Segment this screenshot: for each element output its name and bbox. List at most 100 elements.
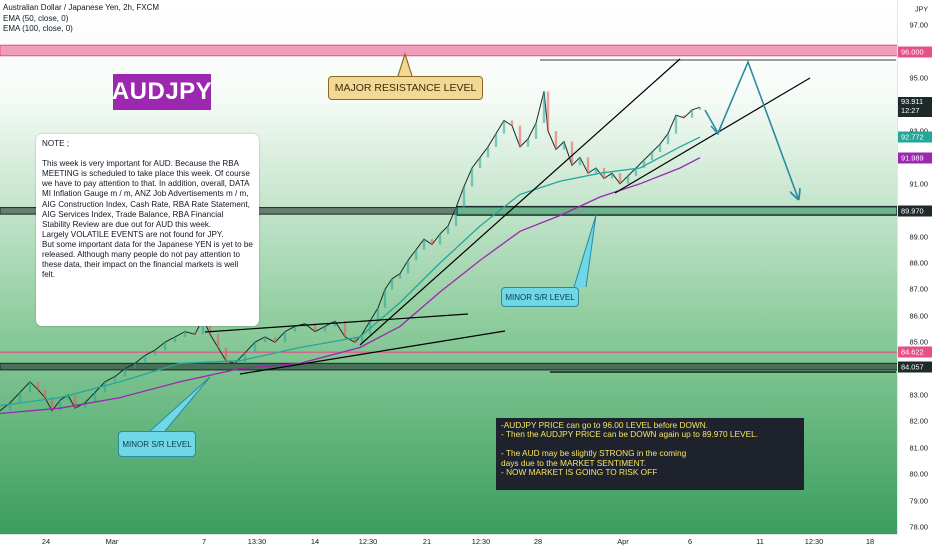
candle-body bbox=[8, 402, 12, 411]
currency-label: JPY bbox=[915, 6, 928, 14]
ema100-legend: EMA (100, close, 0) bbox=[3, 24, 73, 33]
time-tick-label: Mar bbox=[105, 537, 119, 546]
price-badge: 93.911 12:27 bbox=[898, 96, 932, 117]
candle-body bbox=[313, 323, 317, 332]
candle-body bbox=[618, 173, 622, 184]
candle-body bbox=[542, 91, 546, 124]
minor-sr-band bbox=[456, 205, 898, 216]
candle-body bbox=[253, 342, 257, 353]
price-badge-value: 93.911 bbox=[901, 97, 924, 107]
price-tick-label: 82.00 bbox=[909, 416, 929, 426]
candle-body bbox=[398, 273, 402, 279]
candle-body bbox=[478, 157, 482, 168]
candle-body bbox=[183, 331, 187, 337]
candle-body bbox=[446, 226, 450, 234]
time-tick-label: 11 bbox=[756, 537, 764, 546]
time-axis[interactable]: 24 Mar 7 13:30 14 12:30 21 12:30 28 Apr 6 11 12:30 18 bbox=[0, 534, 898, 550]
time-tick-label: 7 bbox=[201, 537, 207, 546]
price-tick-label: 83.00 bbox=[909, 390, 929, 400]
symbol-title: Australian Dollar / Japanese Yen, 2h, FX… bbox=[3, 3, 160, 12]
ema50-line bbox=[0, 136, 701, 407]
candle-body bbox=[201, 318, 205, 335]
candle-body bbox=[263, 336, 267, 343]
price-tick-label: 81.00 bbox=[909, 443, 929, 453]
time-tick-label: Apr bbox=[617, 537, 629, 546]
candle-body bbox=[293, 326, 297, 332]
candle-body bbox=[634, 167, 638, 176]
price-tick-label: 88.00 bbox=[909, 258, 929, 268]
candle-body bbox=[534, 123, 538, 139]
time-tick-label: 24 bbox=[41, 537, 51, 546]
candle-body bbox=[610, 173, 614, 179]
candle-body bbox=[43, 389, 47, 398]
trendline-rising-upper bbox=[359, 58, 681, 346]
time-tick-label: 13:30 bbox=[247, 537, 267, 546]
candle-body bbox=[690, 109, 694, 118]
time-tick-label: 12:30 bbox=[471, 537, 491, 546]
price-tick-label: 80.00 bbox=[909, 469, 929, 479]
candle-body bbox=[173, 336, 177, 343]
candle-body bbox=[123, 368, 127, 377]
forecast-panel: -AUDJPY PRICE can go to 96.00 LEVEL befo… bbox=[496, 418, 804, 490]
price-badge-countdown: 12:27 bbox=[901, 105, 920, 115]
candle-body bbox=[233, 360, 237, 364]
candle-body bbox=[438, 233, 442, 245]
candle-body bbox=[93, 392, 97, 403]
candle-body bbox=[273, 336, 277, 343]
candle-body bbox=[208, 318, 212, 335]
price-tick-label: 91.00 bbox=[909, 179, 929, 189]
candle-body bbox=[360, 334, 364, 343]
candle-body bbox=[50, 397, 54, 411]
time-tick-label: 12:30 bbox=[358, 537, 378, 546]
price-badge: 96.000 bbox=[898, 46, 932, 58]
candle-body bbox=[494, 133, 498, 147]
price-tick-label: 93.00 bbox=[910, 127, 929, 136]
candle-body bbox=[143, 355, 147, 364]
candle-body bbox=[406, 260, 410, 274]
candle-body bbox=[526, 138, 530, 147]
candle-body bbox=[562, 141, 566, 150]
price-tick-label: 78.00 bbox=[909, 522, 929, 532]
ticker-label: AUDJPY bbox=[112, 74, 212, 110]
candle-body bbox=[283, 331, 287, 343]
candle-body bbox=[570, 141, 574, 166]
forecast-path-arrow bbox=[704, 59, 798, 198]
candle-body bbox=[546, 91, 550, 131]
candle-body bbox=[626, 175, 630, 184]
forecast-arrowhead-small bbox=[710, 123, 723, 136]
candle-body bbox=[36, 381, 40, 390]
candle-body bbox=[343, 321, 347, 337]
candle-body bbox=[58, 400, 62, 411]
time-tick-label: 21 bbox=[422, 537, 432, 546]
candle-body bbox=[390, 278, 394, 290]
candle-body bbox=[578, 157, 582, 166]
time-tick-label: 6 bbox=[687, 537, 693, 546]
candle-body bbox=[333, 321, 337, 327]
price-badge: 92.772 bbox=[898, 131, 932, 143]
trendline-channel-bottom bbox=[239, 330, 506, 375]
candle-body bbox=[153, 350, 157, 356]
candle-body bbox=[224, 347, 228, 361]
minor-callout-pointer-1 bbox=[149, 376, 211, 432]
candle-body bbox=[658, 144, 662, 153]
candle-body bbox=[698, 107, 702, 110]
candle-body bbox=[454, 207, 458, 227]
candle-body bbox=[470, 167, 474, 187]
ema50-legend: EMA (50, close, 0) bbox=[3, 13, 69, 23]
price-zone bbox=[0, 44, 899, 57]
candle-body bbox=[323, 326, 327, 332]
time-tick-label: 14 bbox=[310, 537, 320, 546]
trendline-rising-lower bbox=[614, 77, 811, 194]
price-tick-label: 97.00 bbox=[909, 20, 929, 30]
candle-body bbox=[414, 249, 418, 261]
price-tick-label: 79.00 bbox=[909, 496, 929, 506]
minor-callout-pointer-2 bbox=[573, 214, 597, 288]
candle-body bbox=[682, 115, 686, 118]
candle-body bbox=[666, 133, 670, 145]
price-badge: 91.989 bbox=[898, 152, 932, 164]
candle-body bbox=[376, 307, 380, 322]
major-callout-pointer bbox=[397, 52, 413, 77]
trend-lines-layer bbox=[149, 52, 896, 432]
candle-body bbox=[133, 363, 137, 369]
price-axis[interactable]: 78.0079.0080.0081.0082.0083.0084.0085.00… bbox=[897, 0, 932, 550]
